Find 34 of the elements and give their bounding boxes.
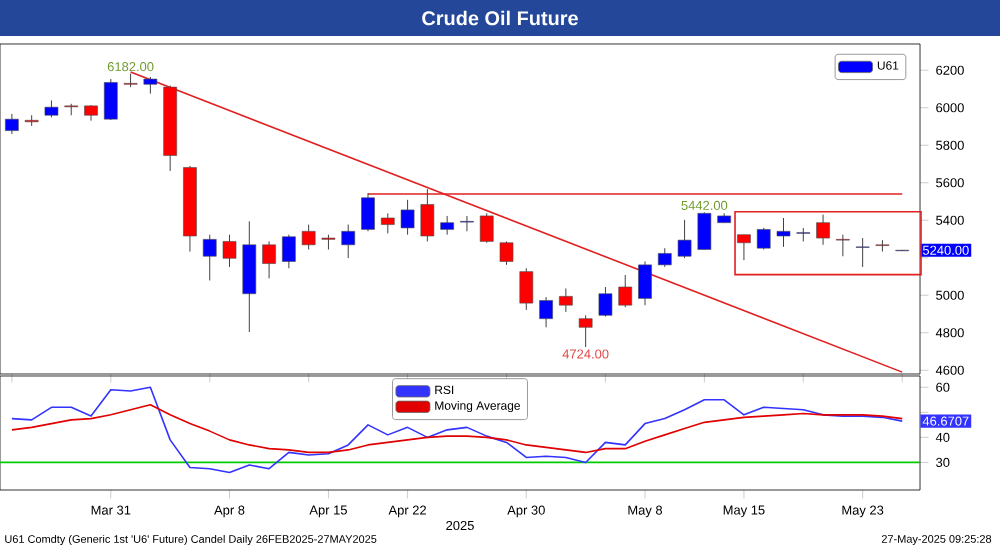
candlestick <box>836 234 850 257</box>
candlestick <box>578 314 593 348</box>
candlestick <box>341 224 356 259</box>
candlestick <box>697 211 712 250</box>
candlestick <box>875 239 890 253</box>
candlestick <box>519 267 534 311</box>
candlestick <box>499 240 514 266</box>
candlestick <box>855 237 870 268</box>
candlestick <box>657 247 672 268</box>
candlestick <box>262 240 276 279</box>
candlestick <box>400 199 415 236</box>
candlestick <box>361 192 375 232</box>
candlestick <box>282 234 296 269</box>
candlestick <box>460 215 474 232</box>
candlestick <box>559 288 573 313</box>
candlestick <box>539 296 553 328</box>
candlestick <box>737 234 751 261</box>
candlestick <box>5 113 19 135</box>
candlestick <box>380 212 395 234</box>
candlestick <box>816 214 830 246</box>
candlestick <box>618 274 633 308</box>
candlestick <box>479 212 494 244</box>
candlestick <box>598 286 613 318</box>
candlestick <box>776 217 791 248</box>
candlestick <box>222 234 237 268</box>
candlestick <box>638 260 652 306</box>
candlestick <box>677 219 692 259</box>
candlestick <box>301 224 316 250</box>
chart-title: Crude Oil Future <box>422 10 578 26</box>
candlestick <box>440 215 454 236</box>
candlestick <box>103 78 118 121</box>
line-series <box>11 386 904 474</box>
candlestick <box>202 234 217 281</box>
candlestick <box>420 188 435 242</box>
